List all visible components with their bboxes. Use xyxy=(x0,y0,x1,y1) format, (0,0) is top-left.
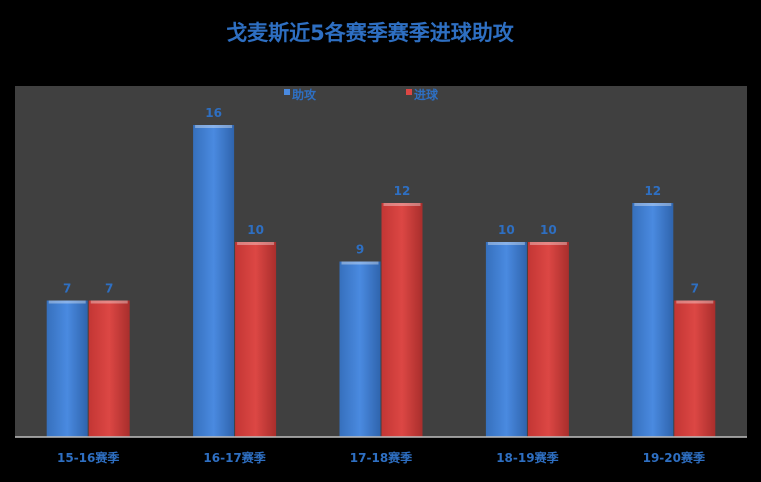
x-tick-label: 18-19赛季 xyxy=(496,450,559,465)
x-tick-label: 17-18赛季 xyxy=(350,450,413,465)
bar-assists xyxy=(46,300,88,437)
chart-title: 戈麦斯近5各赛季赛季进球助攻 xyxy=(226,21,515,45)
data-label: 7 xyxy=(63,282,71,296)
bar-highlight xyxy=(48,300,86,304)
legend-label-assists: 助攻 xyxy=(292,87,317,102)
bar-highlight xyxy=(237,242,275,245)
plot-area xyxy=(15,86,747,437)
legend-label-goals: 进球 xyxy=(414,87,439,102)
data-label: 7 xyxy=(105,282,113,296)
data-label: 10 xyxy=(498,223,515,237)
data-label: 10 xyxy=(247,223,264,237)
bar-highlight xyxy=(341,261,379,265)
bar-assists xyxy=(485,242,527,437)
bar-highlight xyxy=(90,300,128,304)
bar-assists xyxy=(193,125,235,437)
bar-highlight xyxy=(195,125,233,128)
bar-assists xyxy=(632,203,674,437)
bar-goals xyxy=(674,300,716,437)
data-label: 12 xyxy=(644,184,661,198)
data-label: 10 xyxy=(540,223,557,237)
bar-goals xyxy=(527,242,569,437)
legend-swatch-goals xyxy=(406,89,412,95)
x-tick-label: 16-17赛季 xyxy=(203,450,266,465)
bar-goals xyxy=(235,242,277,437)
bar-highlight xyxy=(383,203,421,206)
x-tick-label: 15-16赛季 xyxy=(57,450,120,465)
legend-swatch-assists xyxy=(284,89,290,95)
data-label: 12 xyxy=(394,184,411,198)
bar-highlight xyxy=(529,242,567,245)
x-tick-label: 19-20赛季 xyxy=(643,450,706,465)
bar-highlight xyxy=(634,203,672,206)
data-label: 7 xyxy=(691,282,699,296)
bar-assists xyxy=(339,261,381,437)
data-label: 16 xyxy=(205,106,222,120)
bar-highlight xyxy=(487,242,525,245)
data-label: 9 xyxy=(356,243,364,257)
bar-goals xyxy=(381,203,423,437)
legend: 助攻 进球 xyxy=(284,87,439,102)
bar-goals xyxy=(88,300,130,437)
bar-highlight xyxy=(676,300,714,304)
